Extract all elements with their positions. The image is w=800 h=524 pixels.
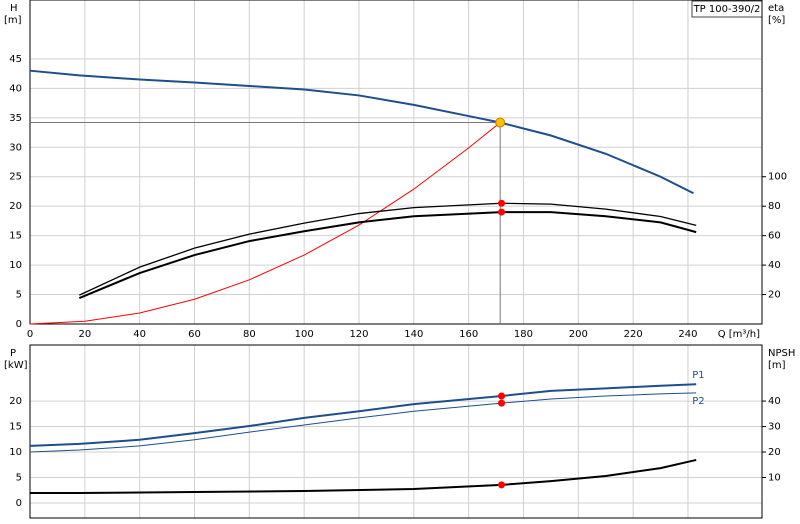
y-tick-label: 25 — [9, 172, 22, 183]
marker — [498, 399, 506, 407]
marker — [498, 481, 506, 489]
marker — [498, 199, 506, 207]
y-tick-label: 15 — [9, 231, 22, 242]
y-tick-label: 15 — [9, 422, 22, 433]
y2-tick-label: 10 — [768, 473, 781, 484]
y-tick-label: 45 — [9, 54, 22, 65]
marker — [498, 392, 506, 400]
y-tick-label: 10 — [9, 447, 22, 458]
y-tick-label: 0 — [16, 498, 22, 509]
y-tick-label: 20 — [9, 201, 22, 212]
curve — [29, 122, 501, 325]
y-tick-label: 20 — [9, 396, 22, 407]
x-tick-label: 240 — [678, 329, 697, 340]
y-tick-label: 10 — [9, 260, 22, 271]
curve — [79, 202, 697, 296]
model-label: TP 100-390/2 — [693, 4, 761, 15]
y2-tick-label: 80 — [768, 201, 781, 212]
x-tick-label: 220 — [624, 329, 643, 340]
curve — [29, 69, 694, 195]
x-tick-label: 120 — [349, 329, 368, 340]
x-tick-label: 80 — [243, 329, 256, 340]
y2-tick-label: 40 — [768, 396, 781, 407]
y2-tick-label: 40 — [768, 260, 781, 271]
y2-unit: [m] — [768, 360, 786, 371]
y2-unit: [%] — [768, 15, 785, 26]
curve-label: P2 — [692, 396, 704, 407]
y2-tick-label: 60 — [768, 231, 781, 242]
curve-label: P1 — [692, 370, 704, 381]
curve — [30, 458, 697, 495]
y-tick-label: 5 — [16, 473, 22, 484]
x-tick-label: 0 — [27, 329, 33, 340]
marker — [498, 208, 506, 216]
operating-point — [495, 117, 506, 128]
y-label: H — [10, 3, 18, 14]
x-label: Q [m³/h] — [718, 329, 760, 340]
x-tick-label: 160 — [459, 329, 478, 340]
y2-label: eta — [768, 3, 784, 14]
plot-frame — [29, 344, 763, 519]
y-tick-label: 40 — [9, 83, 22, 94]
curve — [78, 211, 697, 300]
curve — [29, 383, 697, 447]
y-tick-label: 5 — [16, 290, 22, 301]
y-tick-label: 30 — [9, 142, 22, 153]
x-tick-label: 100 — [295, 329, 314, 340]
y2-label: NPSH — [768, 348, 795, 359]
x-tick-label: 140 — [404, 329, 423, 340]
x-tick-label: 40 — [133, 329, 146, 340]
y-label: P — [10, 348, 16, 359]
y2-tick-label: 100 — [768, 172, 787, 183]
x-tick-label: 20 — [78, 329, 91, 340]
y-unit: [m] — [4, 15, 22, 26]
curve — [29, 392, 697, 453]
x-tick-label: 200 — [569, 329, 588, 340]
y-tick-label: 0 — [16, 319, 22, 330]
y2-tick-label: 20 — [768, 290, 781, 301]
y-tick-label: 35 — [9, 113, 22, 124]
x-tick-label: 180 — [514, 329, 533, 340]
y2-tick-label: 30 — [768, 422, 781, 433]
plot-frame — [29, 0, 763, 325]
x-tick-label: 60 — [188, 329, 201, 340]
y2-tick-label: 20 — [768, 447, 781, 458]
y-unit: [kW] — [4, 360, 28, 371]
